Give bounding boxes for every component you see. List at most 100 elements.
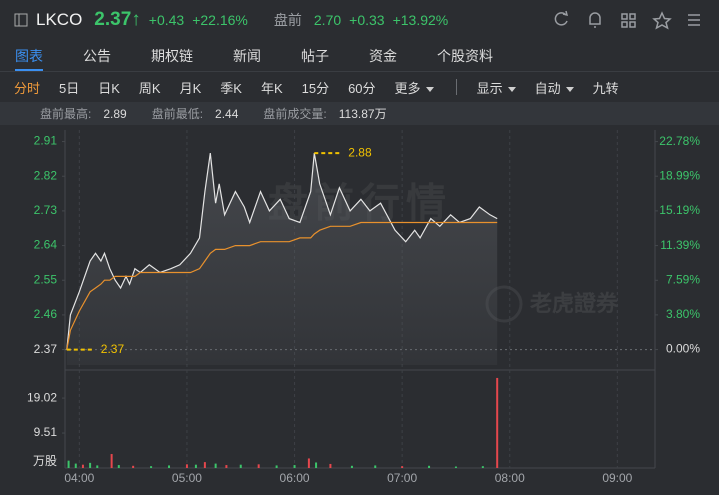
toolbar-item[interactable]: 年K — [261, 78, 283, 97]
volume-bar — [293, 465, 296, 468]
volume-bar — [401, 466, 404, 468]
x-tick-label: 08:00 — [495, 471, 525, 485]
stats: 盘前最高: 2.89 盘前最低: 2.44 盘前成交量: 113.87万 — [40, 105, 412, 122]
volume-bar — [74, 463, 77, 468]
x-tick-label: 05:00 — [172, 471, 202, 485]
toolbar-item[interactable]: 季K — [220, 78, 242, 97]
chart-toolbar: 分时 5日 日K 周K 月K 季K 年K 15分 60分 更多 显示 自动 九转 — [0, 72, 719, 102]
session-stats: 盘前最高: 2.89 盘前最低: 2.44 盘前成交量: 113.87万 — [0, 102, 719, 125]
y-tick-label: 2.55 — [34, 272, 58, 286]
session-change-pct: +13.92% — [392, 12, 449, 28]
tab[interactable]: 新闻 — [233, 47, 261, 64]
volume-tick-label: 9.51 — [34, 425, 58, 439]
toolbar-label: 显示 — [476, 80, 503, 96]
toolbar-item[interactable]: 15分 — [302, 78, 329, 97]
tab[interactable]: 个股资料 — [437, 47, 493, 64]
grid-icon[interactable] — [621, 13, 636, 28]
toolbar-label: 周K — [138, 80, 161, 96]
toolbar-item[interactable]: 分时 — [14, 78, 40, 97]
tab[interactable]: 公告 — [83, 47, 111, 64]
toolbar-label: 季K — [220, 80, 242, 96]
toolbar-label: 年K — [260, 80, 283, 96]
favorite-icon[interactable] — [652, 11, 672, 30]
tab[interactable]: 图表 — [15, 40, 43, 71]
chart-options: 显示 自动 九转 — [477, 78, 619, 97]
volume-bar — [132, 465, 135, 468]
stat-label: 盘前最低: — [151, 107, 204, 121]
toolbar-item[interactable]: 更多 — [395, 78, 434, 97]
toolbar-item[interactable]: 60分 — [348, 78, 375, 97]
dropdown-caret — [507, 86, 516, 92]
session-price: 2.70 — [313, 12, 342, 28]
average-line — [66, 221, 498, 350]
dropdown-caret — [565, 86, 574, 92]
volume-bar — [214, 463, 217, 468]
tab[interactable]: 期权链 — [151, 47, 193, 64]
x-tick-label: 09:00 — [602, 471, 632, 485]
volume-bar — [374, 465, 377, 468]
toolbar-separator — [455, 79, 457, 95]
y-tick-label: 2.37 — [34, 342, 58, 356]
y2-tick-label: 0.00% — [666, 342, 700, 356]
stat-value: 2.89 — [103, 107, 127, 121]
tab[interactable]: 帖子 — [301, 47, 329, 64]
y2-tick-label: 3.80% — [666, 307, 700, 321]
toolbar-item[interactable]: 显示 — [477, 78, 516, 97]
panel-icon[interactable] — [14, 13, 28, 27]
volume-bar — [168, 465, 171, 468]
volume-bar — [239, 464, 242, 468]
volume-bar — [150, 466, 153, 468]
quote-header: LKCO 2.37↑ +0.43 +22.16% 盘前 2.70 +0.33 +… — [0, 0, 719, 40]
x-tick-label: 04:00 — [64, 471, 94, 485]
toolbar-item[interactable]: 九转 — [593, 78, 619, 97]
toolbar-label: 自动 — [534, 80, 561, 96]
toolbar-item[interactable]: 日K — [98, 78, 120, 97]
volume-bar — [225, 465, 228, 468]
volume-bar — [315, 462, 318, 468]
x-tick-label: 07:00 — [387, 471, 417, 485]
y2-tick-label: 15.19% — [659, 203, 700, 217]
annotation-label: 2.88 — [348, 145, 372, 159]
volume-bar — [81, 464, 84, 468]
volume-unit: 万股 — [33, 454, 57, 468]
volume-bar — [257, 464, 260, 468]
stat-value: 113.87万 — [338, 107, 387, 121]
y2-tick-label: 22.78% — [659, 134, 700, 148]
alert-icon[interactable] — [589, 12, 601, 28]
toolbar-item[interactable]: 月K — [180, 78, 202, 97]
toolbar-label: 5日 — [59, 80, 80, 96]
volume-bar — [496, 377, 499, 468]
watermark: 老虎證券 — [529, 291, 619, 316]
price-area — [66, 153, 498, 365]
toolbar-item[interactable]: 周K — [139, 78, 161, 97]
stat-label: 盘前最高: — [40, 107, 92, 121]
volume-tick-label: 19.02 — [27, 390, 57, 404]
header-icons — [554, 10, 700, 30]
change: +0.43 — [148, 12, 185, 28]
menu-icon[interactable] — [688, 14, 700, 26]
refresh-icon[interactable] — [554, 10, 569, 26]
x-tick-label: 06:00 — [280, 471, 310, 485]
volume-bar — [67, 460, 70, 468]
tab-bar: 图表 公告 期权链 新闻 帖子 资金 个股资料 — [0, 40, 719, 72]
tabs: 图表 公告 期权链 新闻 帖子 资金 个股资料 — [15, 40, 493, 71]
tab[interactable]: 资金 — [369, 47, 397, 64]
stat: 盘前成交量: 113.87万 — [263, 105, 386, 122]
stat: 盘前最低: 2.44 — [152, 105, 239, 122]
volume-bar — [110, 454, 113, 468]
stat: 盘前最高: 2.89 — [40, 105, 127, 122]
period-selector: 分时 5日 日K 周K 月K 季K 年K 15分 60分 更多 — [14, 78, 434, 97]
dropdown-caret — [425, 86, 434, 92]
toolbar-item[interactable]: 自动 — [535, 78, 574, 97]
volume-bar — [350, 465, 353, 468]
y2-tick-label: 7.59% — [666, 272, 700, 286]
toolbar-label: 日K — [98, 80, 120, 96]
volume-bar — [117, 465, 120, 468]
price-value: 2.37 — [94, 9, 132, 30]
change-pct: +22.16% — [192, 12, 248, 28]
y-tick-label: 2.91 — [34, 134, 58, 148]
toolbar-item[interactable]: 5日 — [59, 78, 79, 97]
volume-bar — [428, 465, 431, 468]
volume-bar — [185, 464, 188, 468]
